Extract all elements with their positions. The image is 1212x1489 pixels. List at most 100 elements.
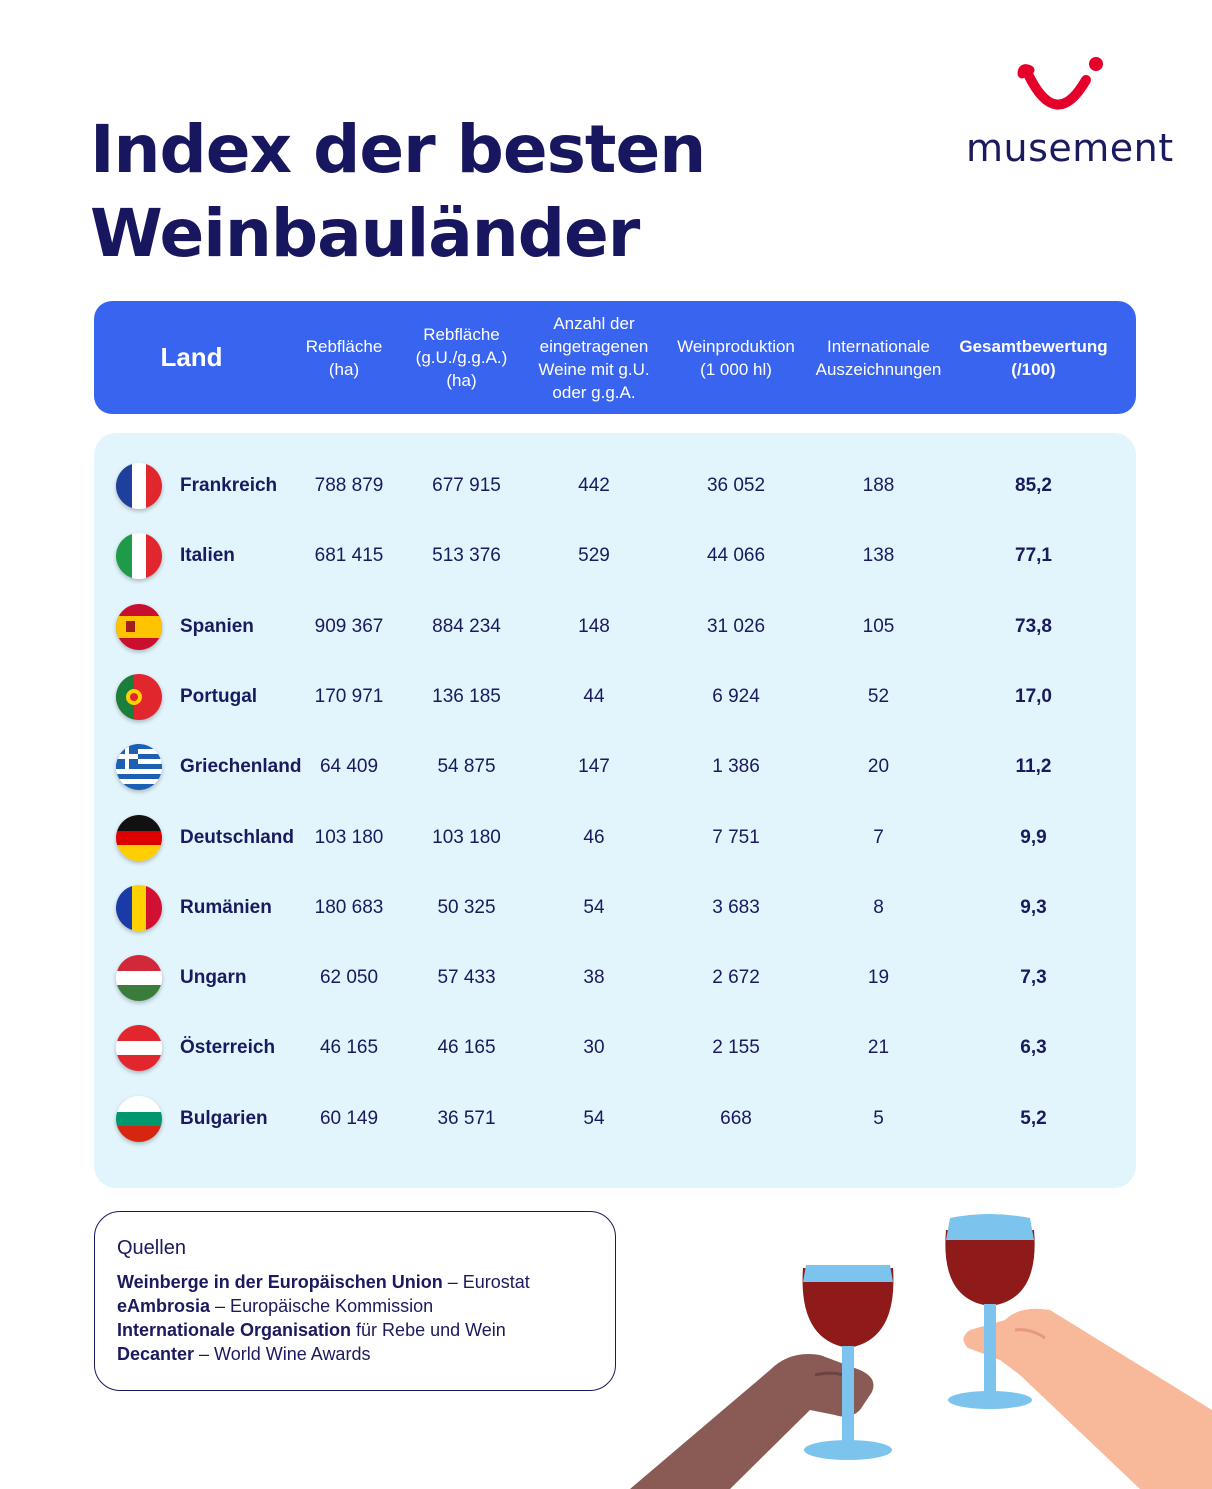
musement-logo: musement: [966, 52, 1174, 172]
cell-area: 909 367: [314, 615, 384, 637]
column-production: Weinproduktion (1 000 hl): [677, 336, 795, 379]
cell-production: 7 751: [712, 826, 760, 848]
hungary-flag-icon: [116, 955, 162, 1002]
table-row: Portugal 170 971 136 185 44 6 924 52 17,0: [94, 662, 1136, 732]
country-name: Spanien: [180, 615, 254, 637]
cell-area: 103 180: [314, 826, 384, 848]
cell-production: 668: [720, 1107, 752, 1129]
table-header: Land Rebfläche (ha) Rebfläche (g.U./g.g.…: [94, 301, 1136, 414]
cell-awards: 105: [862, 615, 895, 637]
cell-area-pdo: 884 234: [432, 615, 501, 637]
table-row: Griechenland 64 409 54 875 147 1 386 20 11,2: [94, 732, 1136, 802]
cell-wines: 54: [583, 896, 605, 918]
table-row: Frankreich 788 879 677 915 442 36 052 188 85,2: [94, 451, 1136, 521]
cell-awards: 188: [862, 475, 895, 496]
cell-wines: 44: [583, 685, 605, 707]
cell-wines: 147: [578, 756, 610, 778]
cell-area: 788 879: [314, 475, 384, 496]
country-name: Frankreich: [180, 475, 278, 496]
table-row: Deutschland 103 180 103 180 46 7 751 7 9,9: [94, 803, 1136, 873]
country-name: Italien: [180, 545, 235, 567]
table-row: Österreich 46 165 46 165 30 2 155 21 6,3: [94, 1013, 1136, 1083]
table-row: Rumänien 180 683 50 325 54 3 683 8 9,3: [94, 873, 1136, 943]
country-name: Ungarn: [180, 967, 247, 989]
title-line-2: Weinbauländer: [90, 195, 640, 272]
cell-area: 170 971: [314, 685, 384, 707]
cell-production: 2 155: [712, 1037, 760, 1059]
cell-area: 46 165: [319, 1037, 379, 1059]
romania-flag-icon: [116, 884, 162, 931]
cell-score: 77,1: [1015, 545, 1052, 567]
table-row: Bulgarien 60 149 36 571 54 668 5 5,2: [94, 1084, 1136, 1154]
cell-area-pdo: 677 915: [432, 475, 501, 496]
cell-awards: 8: [873, 896, 884, 918]
cell-awards: 20: [867, 756, 890, 778]
austria-flag-icon: [116, 1025, 162, 1072]
greece-flag-icon: [116, 744, 162, 791]
source-item: Decanter – World Wine Awards: [117, 1344, 371, 1364]
cell-score: 85,2: [1015, 475, 1052, 496]
cell-wines: 442: [578, 475, 610, 496]
cell-wines: 38: [583, 967, 605, 989]
cell-awards: 21: [867, 1037, 890, 1059]
column-score: Gesamtbewertung (/100): [959, 336, 1108, 379]
cell-area-pdo: 50 325: [437, 896, 496, 918]
cell-awards: 7: [873, 826, 884, 848]
cell-wines: 529: [578, 545, 610, 567]
column-area-pdo: Rebfläche (g.U./g.g.A.) (ha): [415, 325, 508, 390]
cell-score: 11,2: [1015, 756, 1052, 778]
cell-score: 9,9: [1020, 826, 1047, 848]
column-land: Land: [160, 342, 223, 372]
cell-area-pdo: 36 571: [437, 1107, 496, 1129]
cell-production: 44 066: [706, 545, 766, 567]
table-row: Italien 681 415 513 376 529 44 066 138 77,1: [94, 521, 1136, 591]
cell-wines: 148: [578, 615, 610, 637]
source-item: eAmbrosia – Europäische Kommission: [117, 1296, 434, 1316]
cell-production: 36 052: [706, 475, 766, 496]
source-item: Weinberge in der Europäischen Union – Eu…: [117, 1272, 530, 1292]
cell-production: 3 683: [712, 896, 760, 918]
sources-box: Quellen Weinberge in der Europäischen Un…: [94, 1211, 616, 1391]
title-line-1: Index der besten: [90, 111, 706, 188]
cell-area-pdo: 54 875: [437, 756, 496, 778]
cell-area-pdo: 103 180: [432, 826, 501, 848]
cell-production: 6 924: [712, 685, 760, 707]
sources-heading: Quellen: [117, 1237, 186, 1259]
cell-awards: 138: [862, 545, 895, 567]
country-name: Österreich: [180, 1037, 276, 1059]
france-flag-icon: [116, 463, 162, 509]
wine-toast-illustration: [630, 1214, 1212, 1489]
cell-area: 180 683: [314, 896, 384, 918]
cell-awards: 19: [867, 967, 890, 989]
cell-score: 6,3: [1020, 1037, 1047, 1059]
cell-score: 73,8: [1015, 615, 1052, 637]
cell-production: 1 386: [712, 756, 760, 778]
cell-production: 31 026: [706, 615, 766, 637]
cell-area: 62 050: [319, 967, 379, 989]
cell-area: 681 415: [314, 545, 384, 567]
table-row: Ungarn 62 050 57 433 38 2 672 19 7,3: [94, 943, 1136, 1013]
column-awards: Internationale Auszeichnungen: [815, 336, 942, 379]
cell-area-pdo: 46 165: [437, 1037, 496, 1059]
country-name: Bulgarien: [180, 1107, 268, 1129]
column-wines: Anzahl der eingetragenen Weine mit g.U. …: [538, 313, 650, 402]
bulgaria-flag-icon: [116, 1095, 162, 1142]
logo-wordmark: musement: [966, 126, 1174, 170]
cell-awards: 52: [867, 685, 890, 707]
portugal-flag-icon: [116, 673, 162, 720]
cell-score: 17,0: [1015, 685, 1052, 707]
cell-score: 7,3: [1020, 967, 1047, 989]
page-title: Index der besten Weinbauländer: [90, 108, 706, 276]
italy-flag-icon: [116, 533, 162, 580]
table-row: Spanien 909 367 884 234 148 31 026 105 73,8: [94, 592, 1136, 662]
cell-area-pdo: 513 376: [432, 545, 501, 567]
cell-area-pdo: 136 185: [432, 685, 501, 707]
germany-flag-icon: [116, 814, 162, 861]
cell-awards: 5: [873, 1107, 884, 1129]
country-name: Griechenland: [180, 756, 302, 778]
source-item: Internationale Organisation für Rebe und…: [117, 1320, 506, 1340]
cell-area: 60 149: [319, 1107, 379, 1129]
cell-score: 9,3: [1020, 896, 1047, 918]
spain-flag-icon: [116, 603, 162, 650]
table-body: Frankreich 788 879 677 915 442 36 052 188 85,2…: [94, 433, 1136, 1188]
